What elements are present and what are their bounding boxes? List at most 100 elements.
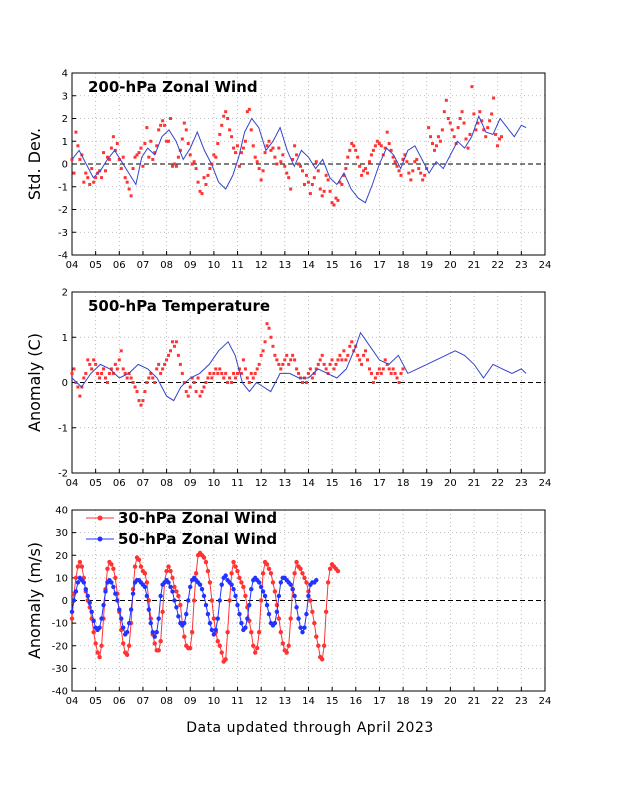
series-point <box>97 625 102 630</box>
data-point <box>287 176 291 180</box>
data-point <box>147 376 151 380</box>
y-tick-label: 2 <box>62 288 68 299</box>
x-tick-label: 12 <box>255 478 268 489</box>
data-point <box>379 371 383 375</box>
data-point <box>196 180 200 184</box>
data-point <box>423 173 427 177</box>
data-point <box>115 367 119 371</box>
data-point <box>226 117 230 120</box>
data-point <box>92 180 96 184</box>
series-point <box>101 602 106 608</box>
series-point <box>136 557 142 562</box>
data-point <box>113 148 117 152</box>
data-point <box>434 144 438 148</box>
data-point <box>107 157 111 161</box>
series-point <box>126 620 132 626</box>
data-point <box>369 153 373 157</box>
data-point <box>119 167 123 171</box>
data-point <box>190 162 194 166</box>
data-point <box>302 182 306 186</box>
series-point <box>300 629 305 635</box>
data-point <box>267 326 271 330</box>
series-point <box>223 573 228 578</box>
series-point <box>308 598 313 603</box>
data-point <box>391 367 395 371</box>
data-point <box>362 169 366 173</box>
data-point <box>224 371 228 375</box>
data-point <box>70 157 74 161</box>
series-point <box>166 564 171 569</box>
data-point <box>336 358 340 362</box>
data-point <box>165 139 169 143</box>
series-point <box>254 645 260 651</box>
data-point <box>364 349 368 353</box>
data-point <box>304 173 308 177</box>
series-point <box>260 589 266 594</box>
data-point <box>243 139 247 143</box>
data-point <box>90 367 94 371</box>
series-point <box>296 616 301 621</box>
data-point <box>478 110 482 114</box>
data-point <box>129 194 133 198</box>
data-point <box>383 146 387 150</box>
data-point <box>76 144 80 148</box>
y-axis-label: Anomaly (C) <box>25 333 44 432</box>
data-point <box>379 144 383 148</box>
data-point <box>285 353 289 357</box>
data-point <box>490 112 494 116</box>
data-point <box>332 203 336 207</box>
series-point <box>69 609 75 615</box>
x-tick-label: 04 <box>66 696 79 707</box>
data-point <box>324 173 328 177</box>
data-point <box>194 167 198 171</box>
series-point <box>312 620 317 626</box>
series-line <box>71 552 339 663</box>
data-point <box>474 128 478 132</box>
data-point <box>287 362 291 366</box>
data-point <box>415 157 419 161</box>
data-point <box>123 371 127 375</box>
data-point <box>289 358 293 362</box>
data-point <box>332 367 336 371</box>
data-point <box>88 362 92 366</box>
series-point <box>97 654 102 660</box>
series-point <box>233 564 238 569</box>
data-point <box>159 371 163 375</box>
panel-200hpa-zonal-wind: 04 05 06 07 08 09 10 11 12 13 14 15 16 17 18 19 20 21 22 23… <box>25 69 551 272</box>
data-point <box>129 376 133 380</box>
data-point <box>436 135 440 139</box>
x-tick-label: 09 <box>184 478 197 489</box>
data-point <box>230 381 234 384</box>
data-point <box>432 148 436 152</box>
data-point <box>326 178 330 182</box>
data-point <box>444 98 448 102</box>
series-point <box>316 643 321 648</box>
x-tick-label: 21 <box>468 478 481 489</box>
data-point <box>291 157 295 161</box>
data-point <box>334 196 338 200</box>
series-point <box>270 580 276 585</box>
data-point <box>281 153 285 157</box>
data-point <box>411 169 415 173</box>
data-point <box>100 371 104 375</box>
y-tick-label: -40 <box>52 687 68 698</box>
data-point <box>200 390 204 394</box>
data-point <box>281 362 285 366</box>
data-point <box>224 110 228 114</box>
data-point <box>358 164 362 168</box>
series-point <box>215 616 220 621</box>
data-point <box>310 182 314 186</box>
data-point <box>259 353 263 357</box>
series-point <box>319 657 325 662</box>
x-tick-label: 19 <box>420 696 433 707</box>
x-tick-label: 23 <box>515 478 528 489</box>
y-tick-label: 20 <box>55 551 68 562</box>
data-point <box>261 169 265 173</box>
data-point <box>239 371 243 375</box>
smoothed-trend-line <box>71 114 527 204</box>
series-point <box>126 643 132 648</box>
x-tick-label: 15 <box>326 696 339 707</box>
x-tick-label: 18 <box>397 478 410 489</box>
data-point <box>320 353 324 357</box>
y-tick-label: -1 <box>58 423 68 434</box>
